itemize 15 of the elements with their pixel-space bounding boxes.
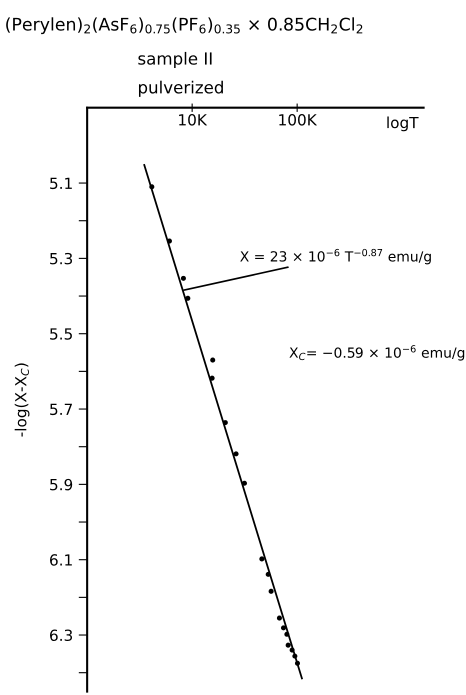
chart-subtitle: sample II pulverized (138, 52, 223, 97)
x-axis-title: logT (387, 116, 419, 132)
y-tick-label: 6.1 (50, 554, 72, 566)
y-tick-label: 5.3 (50, 252, 72, 264)
chart-title: (Perylen)$_{2}$(AsF$_{6}$)$_{0.75}$(PF$_{6}$)$_{0.35}$ × 0.85CH$_{2}$Cl$_{2}$ (6, 17, 362, 34)
annotation: X = 23 × 10$^{−6}$ T$^{−0.87}$ emu/g (240, 248, 431, 264)
y-tick-label: 5.7 (50, 404, 72, 416)
y-tick-label: 5.1 (50, 178, 72, 190)
y-tick-label: 5.9 (50, 478, 72, 490)
x-tick-label: 10K (179, 114, 208, 126)
y-tick-label: 5.5 (50, 328, 72, 340)
annotation: X$_{C}$= −0.59 × 10$^{−6}$ emu/g (289, 345, 464, 361)
x-tick-label: 100K (279, 114, 318, 126)
y-tick-label: 6.3 (50, 629, 72, 642)
y-axis-title: -log(X-X$_{C}$) (14, 363, 30, 437)
